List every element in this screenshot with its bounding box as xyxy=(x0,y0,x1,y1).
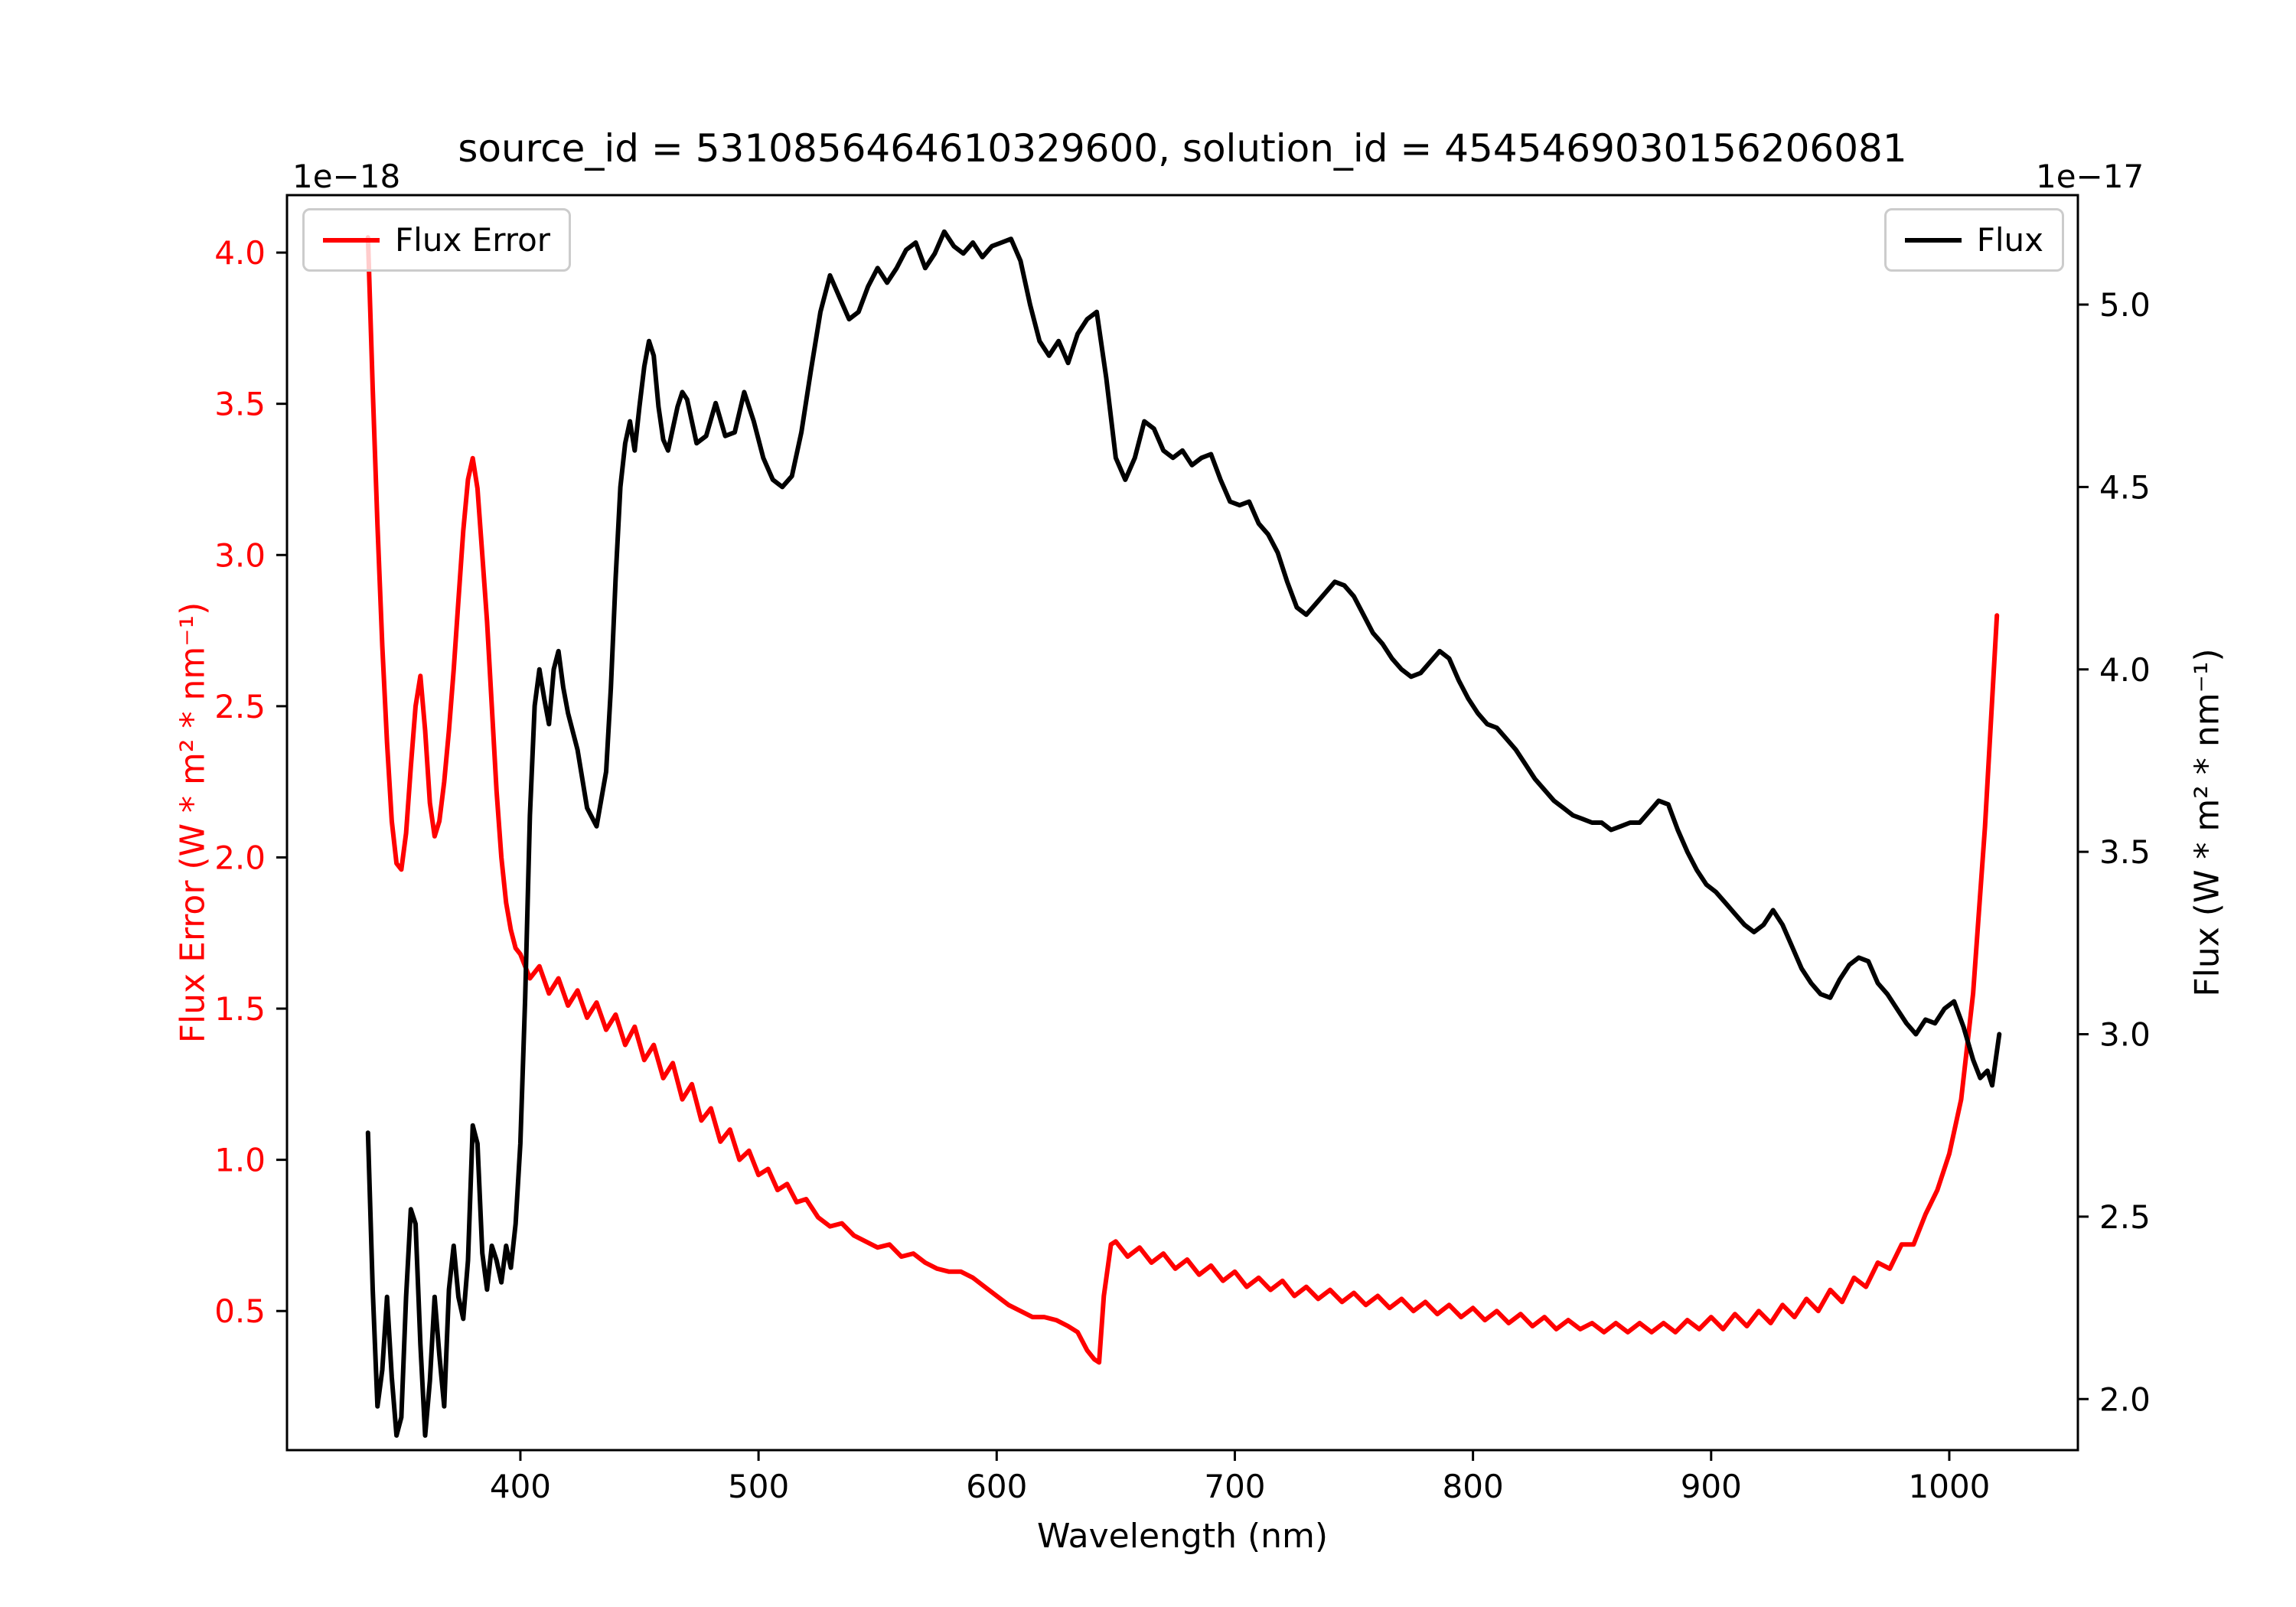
legend-flux: Flux xyxy=(1883,208,2064,272)
right-y-axis-label: Flux (W * m² * nm⁻¹) xyxy=(2187,648,2227,997)
chart-title: source_id = 5310856464610329600, solutio… xyxy=(458,126,1907,171)
right-y-tick-label: 2.5 xyxy=(2099,1198,2151,1236)
x-tick-label: 500 xyxy=(728,1468,789,1505)
series-group xyxy=(365,229,2002,1438)
x-tick-label: 600 xyxy=(966,1468,1027,1505)
right-axis-offset-label: 1e−17 xyxy=(2036,158,2144,195)
right-y-tick-label: 4.5 xyxy=(2099,468,2151,506)
left-y-tick-label: 2.0 xyxy=(214,839,266,876)
legend-flux-error-label: Flux Error xyxy=(395,221,551,259)
left-y-tick-label: 3.5 xyxy=(214,386,266,423)
flux-error-line xyxy=(365,235,2000,1365)
x-axis-label: Wavelength (nm) xyxy=(1036,1517,1329,1556)
left-y-tick-label: 1.5 xyxy=(214,990,266,1028)
axes-spines xyxy=(285,194,2079,1452)
right-y-tick-label: 2.0 xyxy=(2099,1380,2151,1418)
right-y-tick-label: 3.0 xyxy=(2099,1016,2151,1054)
left-y-axis-label: Flux Error (W * m² * nm⁻¹) xyxy=(173,601,213,1044)
right-y-tick-label: 4.0 xyxy=(2099,651,2151,689)
left-axis-offset-label: 1e−18 xyxy=(292,158,401,195)
flux-error-line-sample-icon xyxy=(323,237,380,243)
x-tick-label: 800 xyxy=(1443,1468,1504,1505)
legend-flux-error: Flux Error xyxy=(302,208,572,272)
x-tick-label: 700 xyxy=(1204,1468,1265,1505)
flux-line xyxy=(365,229,2002,1438)
right-y-tick-label: 5.0 xyxy=(2099,286,2151,324)
x-tick-label: 900 xyxy=(1681,1468,1742,1505)
ticks-group: 400 500 600 700 800 900 1000 0.5 1.0 1.5 2.0 2.5 3.0… xyxy=(214,234,2151,1505)
right-y-tick-label: 3.5 xyxy=(2099,833,2151,871)
legend-flux-label: Flux xyxy=(1976,221,2043,259)
left-y-tick-label: 4.0 xyxy=(214,234,266,272)
x-tick-label: 1000 xyxy=(1909,1468,1991,1505)
left-y-tick-label: 2.5 xyxy=(214,688,266,725)
left-y-tick-label: 1.0 xyxy=(214,1142,266,1179)
left-y-tick-label: 0.5 xyxy=(214,1292,266,1330)
left-y-tick-label: 3.0 xyxy=(214,536,266,574)
flux-line-sample-icon xyxy=(1904,237,1962,243)
x-tick-label: 400 xyxy=(490,1468,551,1505)
